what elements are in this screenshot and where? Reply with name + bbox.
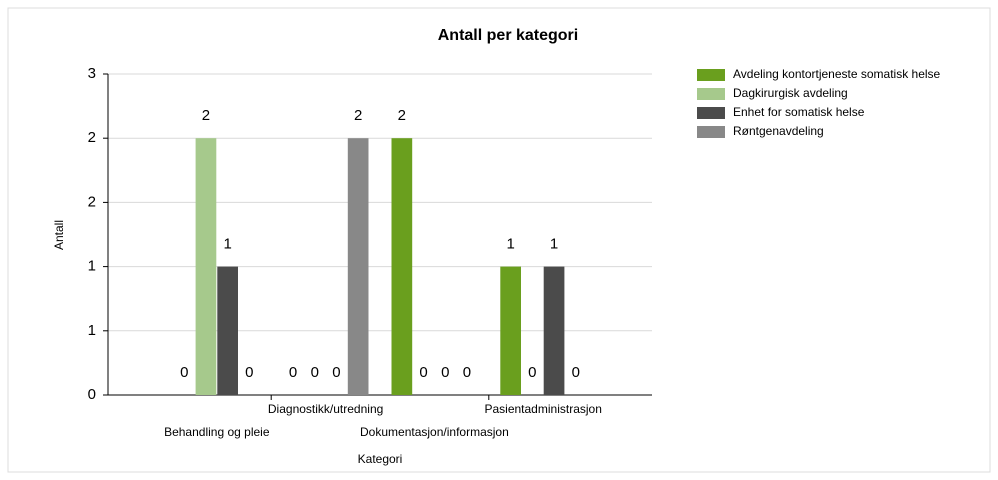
- x-tick-label: Diagnostikk/utredning: [268, 402, 383, 416]
- y-tick-label: 3: [88, 65, 96, 82]
- value-label: 1: [550, 236, 558, 253]
- x-tick-label: Pasientadministrasjon: [484, 402, 601, 416]
- x-axis-label: Kategori: [358, 452, 403, 466]
- value-label: 0: [180, 364, 188, 381]
- value-label: 2: [398, 107, 406, 124]
- value-label: 1: [223, 236, 231, 253]
- legend-label: Røntgenavdeling: [733, 124, 824, 138]
- legend-swatch: [697, 126, 725, 138]
- legend-label: Dagkirurgisk avdeling: [733, 86, 848, 100]
- bar: [391, 138, 413, 395]
- bar: [195, 138, 217, 395]
- legend-swatch: [697, 69, 725, 81]
- value-label: 2: [202, 107, 210, 124]
- bar: [347, 138, 369, 395]
- bar: [500, 266, 521, 395]
- value-label: 0: [572, 364, 580, 381]
- y-tick-label: 1: [88, 258, 96, 275]
- bar: [217, 266, 238, 395]
- legend-swatch: [697, 107, 725, 119]
- value-label: 0: [289, 364, 297, 381]
- value-label: 0: [311, 364, 319, 381]
- chart-title: Antall per kategori: [438, 27, 578, 44]
- value-label: 0: [419, 364, 427, 381]
- value-label: 0: [528, 364, 536, 381]
- x-tick-label: Dokumentasjon/informasjon: [360, 425, 509, 439]
- value-label: 1: [506, 236, 514, 253]
- value-label: 0: [245, 364, 253, 381]
- x-tick-label: Behandling og pleie: [164, 425, 270, 439]
- legend-label: Enhet for somatisk helse: [733, 105, 865, 119]
- legend-label: Avdeling kontortjeneste somatisk helse: [733, 67, 941, 81]
- y-tick-label: 0: [88, 386, 96, 403]
- bar: [543, 266, 565, 395]
- y-axis-label: Antall: [52, 220, 66, 250]
- y-tick-label: 1: [88, 322, 96, 339]
- value-label: 0: [441, 364, 449, 381]
- value-label: 0: [463, 364, 471, 381]
- y-tick-label: 2: [88, 129, 96, 146]
- y-tick-label: 2: [88, 193, 96, 210]
- value-label: 2: [354, 107, 362, 124]
- value-label: 0: [332, 364, 340, 381]
- legend-swatch: [697, 88, 725, 100]
